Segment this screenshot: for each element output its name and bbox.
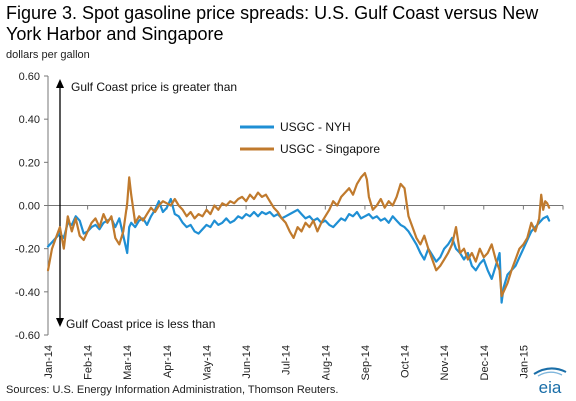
- x-tick-label: Jul-14: [281, 345, 293, 375]
- series-lines: [46, 172, 551, 304]
- source-note: Sources: U.S. Energy Information Adminis…: [6, 384, 339, 396]
- x-tick-label: Apr-14: [162, 345, 174, 378]
- y-tick-label: 0.00: [19, 201, 40, 213]
- x-tick-label: Sep-14: [360, 345, 372, 380]
- annotations: Gulf Coast price is greater than Gulf Co…: [56, 79, 237, 331]
- x-axis: Jan-14 Feb-14 Mar-14 Apr-14 May-14 Jun-14 Jul-…: [43, 205, 564, 380]
- x-tick-label: Aug-14: [320, 345, 332, 380]
- y-tick-label: 0.20: [19, 157, 40, 169]
- x-tick-label: Jan-15: [518, 345, 530, 379]
- x-tick-label: Dec-14: [479, 345, 491, 380]
- x-tick-label: Feb-14: [83, 345, 95, 380]
- x-tick-label: Nov-14: [439, 345, 451, 380]
- y-tick-label: 0.40: [19, 114, 40, 126]
- y-tick-label: -0.60: [15, 330, 40, 342]
- x-tick-label: May-14: [201, 345, 213, 380]
- annotation-up: Gulf Coast price is greater than: [71, 80, 237, 94]
- eia-logo-icon: eia: [533, 367, 567, 397]
- y-tick-label: -0.20: [15, 244, 40, 256]
- x-tick-label: Jan-14: [43, 345, 55, 379]
- y-tick-label: -0.40: [15, 287, 40, 299]
- y-axis-units: dollars per gallon: [6, 49, 90, 61]
- y-tick-label: 0.60: [19, 71, 40, 83]
- legend-label-nyh: USGC - NYH: [280, 120, 351, 134]
- series-line-nyh: [46, 197, 551, 304]
- legend-label-singapore: USGC - Singapore: [280, 142, 380, 156]
- up-arrowhead-icon: [56, 79, 64, 88]
- down-arrowhead-icon: [56, 318, 64, 327]
- x-tick-label: Jun-14: [241, 345, 253, 379]
- eia-logo-text: eia: [539, 378, 562, 397]
- legend: USGC - NYH USGC - Singapore: [240, 120, 380, 156]
- series-line-singapore: [46, 172, 551, 298]
- chart-title: Figure 3. Spot gasoline price spreads: U…: [6, 3, 539, 44]
- annotation-down: Gulf Coast price is less than: [66, 317, 215, 331]
- x-tick-label: Oct-14: [400, 345, 412, 378]
- line-chart: 0.60 0.40 0.20 0.00 -0.20 -0.40 -0.60 Jan-14 Fe…: [15, 71, 564, 380]
- y-axis: 0.60 0.40 0.20 0.00 -0.20 -0.40 -0.60: [15, 71, 49, 342]
- x-tick-label: Mar-14: [122, 345, 134, 380]
